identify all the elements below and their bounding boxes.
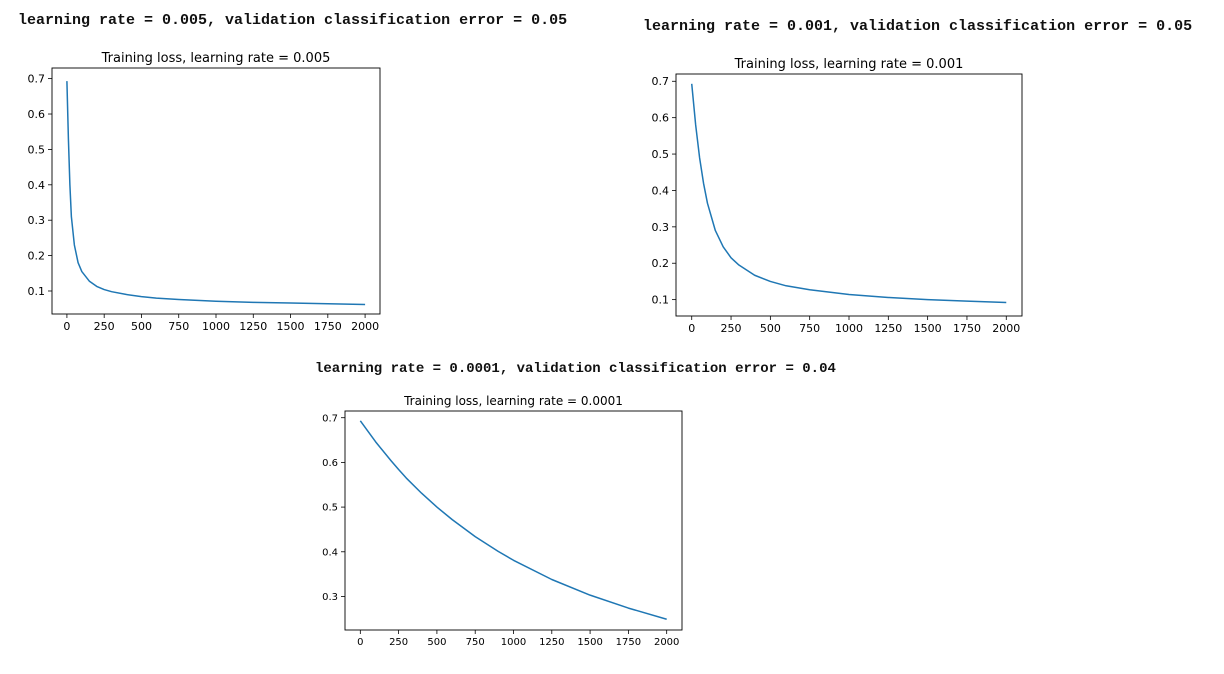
y-tick-label: 0.5 (652, 148, 670, 161)
y-tick-label: 0.4 (322, 547, 338, 558)
x-tick-label: 1750 (616, 637, 641, 648)
x-tick-label: 250 (389, 637, 408, 648)
x-tick-label: 750 (168, 320, 189, 333)
x-tick-label: 500 (427, 637, 446, 648)
x-tick-label: 500 (131, 320, 152, 333)
axes-frame (344, 410, 683, 631)
x-tick-label: 1000 (202, 320, 230, 333)
chart-lr-0001: Training loss, learning rate = 0.001 0 250… (652, 57, 1023, 335)
x-tick-label: 0 (688, 322, 695, 335)
y-tick-label: 0.6 (322, 458, 338, 469)
x-tick-label: 1750 (314, 320, 342, 333)
loss-line (66, 81, 366, 306)
y-tick-label: 0.7 (28, 73, 46, 86)
loss-line (690, 83, 1007, 304)
y-tick-label: 0.1 (652, 294, 670, 307)
y-tick-label: 0.5 (28, 143, 46, 156)
header-lr-0001: learning rate = 0.001, validation classi… (643, 18, 1193, 35)
x-tick-label: 1250 (874, 322, 902, 335)
x-tick-label: 2000 (351, 320, 379, 333)
x-tick-label: 500 (760, 322, 781, 335)
x-tick-label: 1500 (277, 320, 305, 333)
axes-frame (51, 67, 381, 315)
y-tick-label: 0.2 (652, 257, 670, 270)
x-tick-label: 1000 (835, 322, 863, 335)
x-tick-label: 250 (721, 322, 742, 335)
y-tick-label: 0.2 (28, 250, 46, 263)
header-lr-0005: learning rate = 0.005, validation classi… (18, 12, 568, 29)
x-tick-label: 750 (466, 637, 485, 648)
chart-title: Training loss, learning rate = 0.0001 (403, 394, 623, 408)
header-lr-00001: learning rate = 0.0001, validation class… (315, 361, 836, 377)
x-tick-label: 1750 (953, 322, 981, 335)
x-tick-label: 0 (63, 320, 70, 333)
y-tick-label: 0.3 (28, 214, 46, 227)
chart-title: Training loss, learning rate = 0.005 (101, 51, 331, 66)
y-tick-label: 0.4 (28, 179, 46, 192)
y-tick-label: 0.4 (652, 184, 670, 197)
chart-lr-00001: Training loss, learning rate = 0.0001 0 25… (322, 394, 683, 648)
x-tick-label: 1500 (914, 322, 942, 335)
y-tick-label: 0.5 (322, 503, 338, 514)
x-tick-label: 2000 (654, 637, 679, 648)
axes-frame (675, 73, 1023, 317)
x-tick-label: 2000 (992, 322, 1020, 335)
x-tick-label: 1000 (501, 637, 526, 648)
x-tick-label: 250 (94, 320, 115, 333)
y-tick-label: 0.3 (652, 221, 670, 234)
x-tick-label: 750 (799, 322, 820, 335)
chart-title: Training loss, learning rate = 0.001 (734, 57, 964, 72)
loss-line (359, 420, 667, 620)
x-tick-label: 1250 (539, 637, 564, 648)
chart-lr-0005: Training loss, learning rate = 0.005 0 250… (28, 51, 381, 333)
y-tick-label: 0.6 (28, 108, 46, 121)
y-tick-label: 0.7 (652, 75, 670, 88)
y-tick-label: 0.6 (652, 112, 670, 125)
y-tick-label: 0.1 (28, 285, 46, 298)
x-tick-label: 1500 (577, 637, 602, 648)
y-tick-label: 0.7 (322, 413, 338, 424)
x-tick-label: 1250 (239, 320, 267, 333)
x-tick-label: 0 (357, 637, 363, 648)
y-tick-label: 0.3 (322, 592, 338, 603)
